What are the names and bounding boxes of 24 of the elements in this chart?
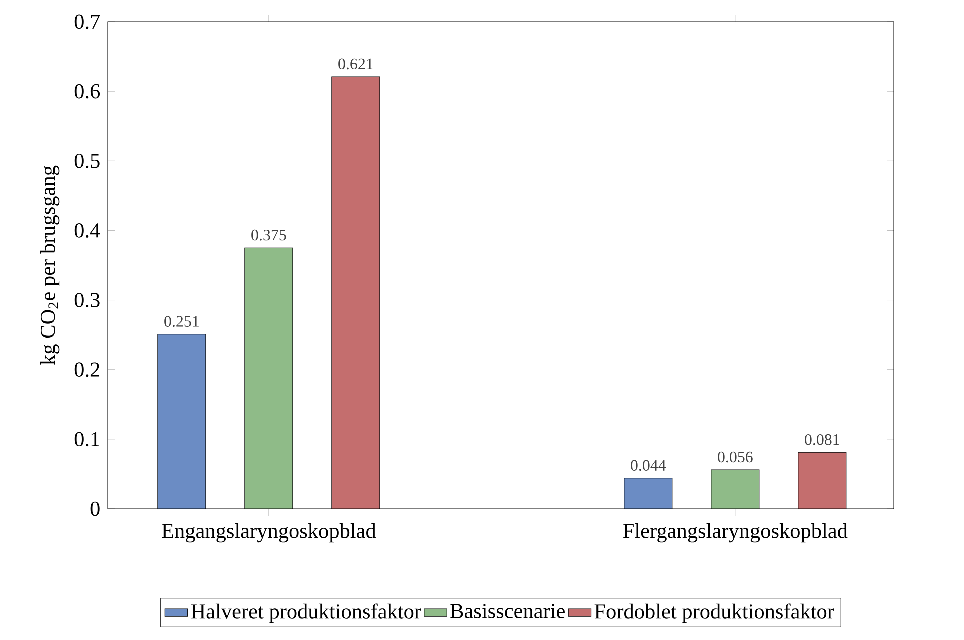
- y-tick-label: 0: [90, 502, 100, 516]
- data-label: 0.044: [631, 460, 666, 472]
- bar: [798, 452, 847, 509]
- data-label: 0.081: [805, 434, 840, 446]
- y-tick-label: 0.7: [74, 14, 100, 30]
- y-tick-label: 0.5: [74, 154, 100, 168]
- y-tick-label: 0.1: [74, 432, 100, 447]
- data-label: 0.621: [338, 58, 373, 70]
- y-axis-title: kg CO$_{2}$e per brugsgang: [40, 166, 60, 366]
- data-label: 0.056: [718, 452, 753, 463]
- bar: [711, 470, 760, 509]
- y-tick-label: 0.2: [74, 362, 100, 378]
- y-tick-label: 0.3: [74, 293, 100, 308]
- data-label: 0.375: [252, 230, 286, 241]
- bar: [332, 76, 380, 509]
- y-tick-label: 0.6: [74, 84, 100, 99]
- x-tick-label: Engangslaryngoskopblad: [162, 523, 376, 543]
- bar: [244, 248, 294, 509]
- legend-label: Basisscenarie: [450, 604, 565, 618]
- legend-label: Fordoblet produktionsfaktor: [594, 604, 834, 624]
- x-tick-label: Flergangslaryngoskopblad: [623, 523, 848, 543]
- y-tick-label: 0.4: [74, 224, 100, 238]
- data-label: 0.251: [164, 316, 199, 328]
- legend-label: Halveret produktionsfaktor: [191, 604, 422, 624]
